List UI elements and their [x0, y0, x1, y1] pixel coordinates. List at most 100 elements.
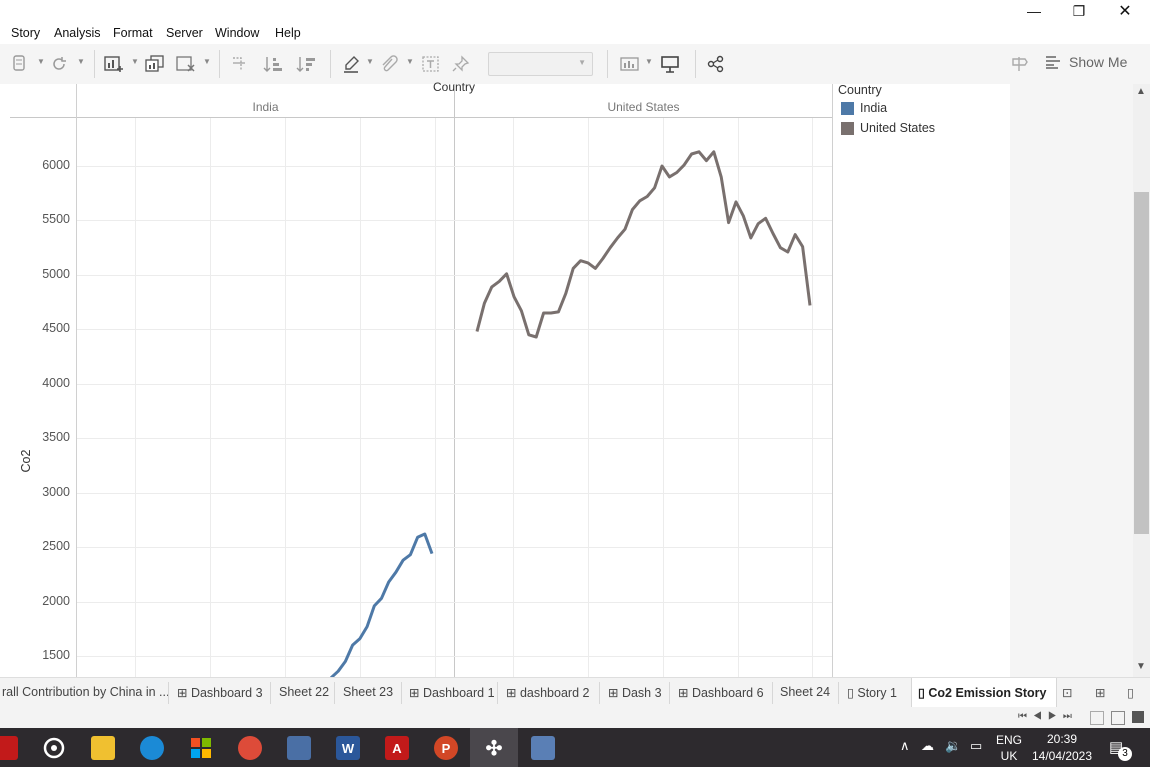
chrome-icon[interactable] — [238, 736, 262, 760]
menu-story[interactable]: Story — [11, 26, 41, 40]
tab-dashboard-1[interactable]: ⊞ Dashboard 1 — [409, 685, 495, 700]
app-icon[interactable] — [287, 736, 311, 760]
sheet-nav-icons[interactable]: ⏮◀▶⏭ — [1018, 711, 1078, 722]
new-dashboard-icon[interactable]: ⊞ — [1095, 686, 1106, 700]
toolbar-separator — [695, 50, 696, 78]
acrobat-icon[interactable]: A — [385, 736, 409, 760]
volume-icon[interactable]: 🔉 — [945, 738, 962, 753]
powerpoint-icon[interactable]: P — [434, 736, 458, 760]
clock-date[interactable]: 14/04/2023 — [1031, 749, 1093, 763]
tab-label: Sheet 24 — [780, 685, 831, 699]
pin-icon[interactable] — [450, 54, 472, 74]
menu-server[interactable]: Server — [166, 26, 203, 40]
title-bar: — ❐ ✕ — [0, 0, 1150, 22]
chevron-down-icon[interactable]: ▼ — [77, 57, 85, 66]
language-indicator[interactable]: ENG — [995, 733, 1022, 747]
legend-title: Country — [838, 83, 882, 97]
chevron-down-icon[interactable]: ▼ — [406, 57, 414, 66]
series-line-united-states[interactable] — [475, 150, 812, 339]
presentation-mode-icon[interactable] — [1008, 54, 1030, 74]
tab-dashboard-2[interactable]: ⊞ dashboard 2 — [506, 685, 589, 700]
chevron-down-icon[interactable]: ▼ — [203, 57, 211, 66]
tab-dash-3[interactable]: ⊞ Dash 3 — [608, 685, 662, 700]
legend-item-india[interactable]: India — [841, 101, 887, 115]
legend-item-united-states[interactable]: United States — [841, 121, 935, 135]
tab-overall-contribution[interactable]: rall Contribution by China in ... — [2, 685, 169, 699]
tab-sheet-24[interactable]: Sheet 24 — [780, 685, 830, 699]
grid-view-icon[interactable] — [1090, 711, 1104, 725]
tabs-view-icon[interactable] — [1132, 711, 1144, 723]
settings-icon[interactable] — [42, 736, 66, 760]
remote-desktop-icon[interactable] — [531, 736, 555, 760]
network-icon[interactable]: ▭ — [970, 738, 983, 753]
tableau-icon[interactable]: ✣ — [485, 737, 503, 760]
chevron-down-icon[interactable]: ▼ — [645, 57, 653, 66]
toolbar-separator — [219, 50, 220, 78]
clock-time[interactable]: 20:39 — [1046, 732, 1078, 746]
filmstrip-view-icon[interactable] — [1111, 711, 1125, 725]
swap-icon[interactable] — [229, 54, 251, 74]
data-source-icon[interactable] — [9, 54, 31, 74]
region-indicator[interactable]: UK — [1000, 749, 1018, 763]
tab-sheet-22[interactable]: Sheet 22 — [279, 685, 329, 699]
store-icon[interactable] — [189, 736, 213, 760]
scroll-down-icon[interactable]: ▼ — [1136, 661, 1146, 672]
toolbar-separator — [330, 50, 331, 78]
group-icon[interactable] — [378, 54, 400, 74]
minimize-button[interactable]: — — [1027, 3, 1041, 19]
new-story-icon[interactable]: ▯ — [1127, 686, 1134, 700]
fit-icon[interactable] — [619, 54, 641, 74]
tray-chevron-icon[interactable]: ∧ — [900, 738, 910, 753]
menu-format[interactable]: Format — [113, 26, 153, 40]
onedrive-icon[interactable]: ☁ — [921, 738, 934, 753]
gridline-horizontal — [77, 329, 832, 331]
label-icon[interactable] — [420, 54, 442, 74]
menu-window[interactable]: Window — [215, 26, 260, 40]
restore-button[interactable]: ❐ — [1072, 2, 1086, 19]
chevron-down-icon[interactable]: ▼ — [37, 57, 45, 66]
file-explorer-icon[interactable] — [91, 736, 115, 760]
gridline-vertical — [663, 118, 664, 677]
edge-icon[interactable] — [140, 736, 164, 760]
highlight-icon[interactable] — [341, 54, 363, 74]
chevron-down-icon[interactable]: ▼ — [366, 57, 374, 66]
scroll-up-icon[interactable]: ▲ — [1136, 86, 1146, 97]
scrollbar-thumb[interactable] — [1134, 192, 1149, 534]
clear-sheet-icon[interactable] — [175, 54, 197, 74]
tab-co2-emission-story[interactable]: ▯ Co2 Emission Story — [918, 685, 1046, 700]
new-worksheet-icon[interactable] — [103, 54, 125, 74]
close-button[interactable]: ✕ — [1118, 3, 1132, 20]
series-line-india[interactable] — [329, 532, 434, 677]
tab-active-background — [911, 678, 1057, 708]
sort-desc-icon[interactable] — [295, 54, 317, 74]
presentation-icon[interactable] — [659, 54, 681, 74]
gridline-horizontal — [77, 438, 832, 440]
sort-asc-icon[interactable] — [262, 54, 284, 74]
gridline-horizontal — [77, 274, 832, 276]
fit-dropdown[interactable]: ▼ — [488, 52, 593, 76]
gridline-vertical — [812, 118, 813, 677]
legend-label: United States — [860, 121, 936, 135]
gridline-vertical — [435, 118, 436, 677]
new-worksheet-icon[interactable]: ⊡ — [1062, 686, 1073, 700]
menu-help[interactable]: Help — [275, 26, 301, 40]
tab-dashboard-6[interactable]: ⊞ Dashboard 6 — [678, 685, 764, 700]
app-icon[interactable] — [0, 736, 18, 760]
tab-label: Co2 Emission Story — [928, 686, 1047, 700]
tab-label: Dashboard 1 — [422, 686, 495, 700]
show-me-button[interactable]: Show Me — [1045, 54, 1127, 70]
word-icon[interactable]: W — [336, 736, 360, 760]
tab-sheet-23[interactable]: Sheet 23 — [343, 685, 393, 699]
header-divider — [10, 117, 832, 118]
tab-label: Dashboard 6 — [691, 686, 764, 700]
tab-story-1[interactable]: ▯ Story 1 — [847, 685, 897, 700]
chevron-down-icon[interactable]: ▼ — [131, 57, 139, 66]
gridline-horizontal — [77, 656, 832, 657]
duplicate-sheet-icon[interactable] — [144, 54, 166, 74]
notification-badge: 3 — [1118, 747, 1132, 761]
tab-dashboard-3[interactable]: ⊞ Dashboard 3 — [177, 685, 263, 700]
menu-analysis[interactable]: Analysis — [54, 26, 101, 40]
refresh-icon[interactable] — [48, 54, 70, 74]
gridline-vertical — [360, 118, 361, 677]
share-icon[interactable] — [705, 54, 727, 74]
